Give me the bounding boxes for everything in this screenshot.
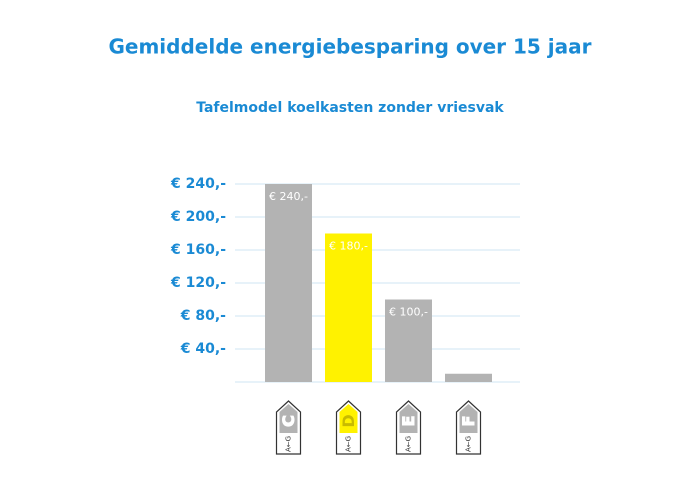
energy-label-fill [399,404,418,433]
energy-label-fill [339,404,358,433]
energy-label-fill [459,404,478,433]
y-tick-label: € 160,- [170,242,226,258]
y-tick-label: € 200,- [170,209,226,225]
y-tick-label: € 40,- [180,341,226,357]
bar [445,373,492,382]
bar [265,184,312,382]
x-tick-label: C [279,415,298,427]
x-tick-label: F [459,416,478,427]
label-scale: A←G [405,436,413,452]
bar [385,299,432,382]
y-tick-label: € 240,- [170,176,226,192]
value-label: € 240,- [269,190,308,203]
label-scale: A←G [285,436,293,452]
energy-label-fill [279,404,298,433]
value-label: € 100,- [389,306,428,319]
y-tick-label: € 80,- [180,308,226,324]
value-label: € 180,- [329,240,368,253]
x-tick-label: D [339,414,358,427]
x-tick-label: E [399,416,418,427]
chart-title: Gemiddelde energiebesparing over 15 jaar [108,35,591,59]
label-scale: A←G [465,436,473,452]
label-scale: A←G [345,436,353,452]
y-tick-label: € 120,- [170,275,226,291]
chart-subtitle: Tafelmodel koelkasten zonder vriesvak [196,100,504,116]
bar [325,233,372,382]
